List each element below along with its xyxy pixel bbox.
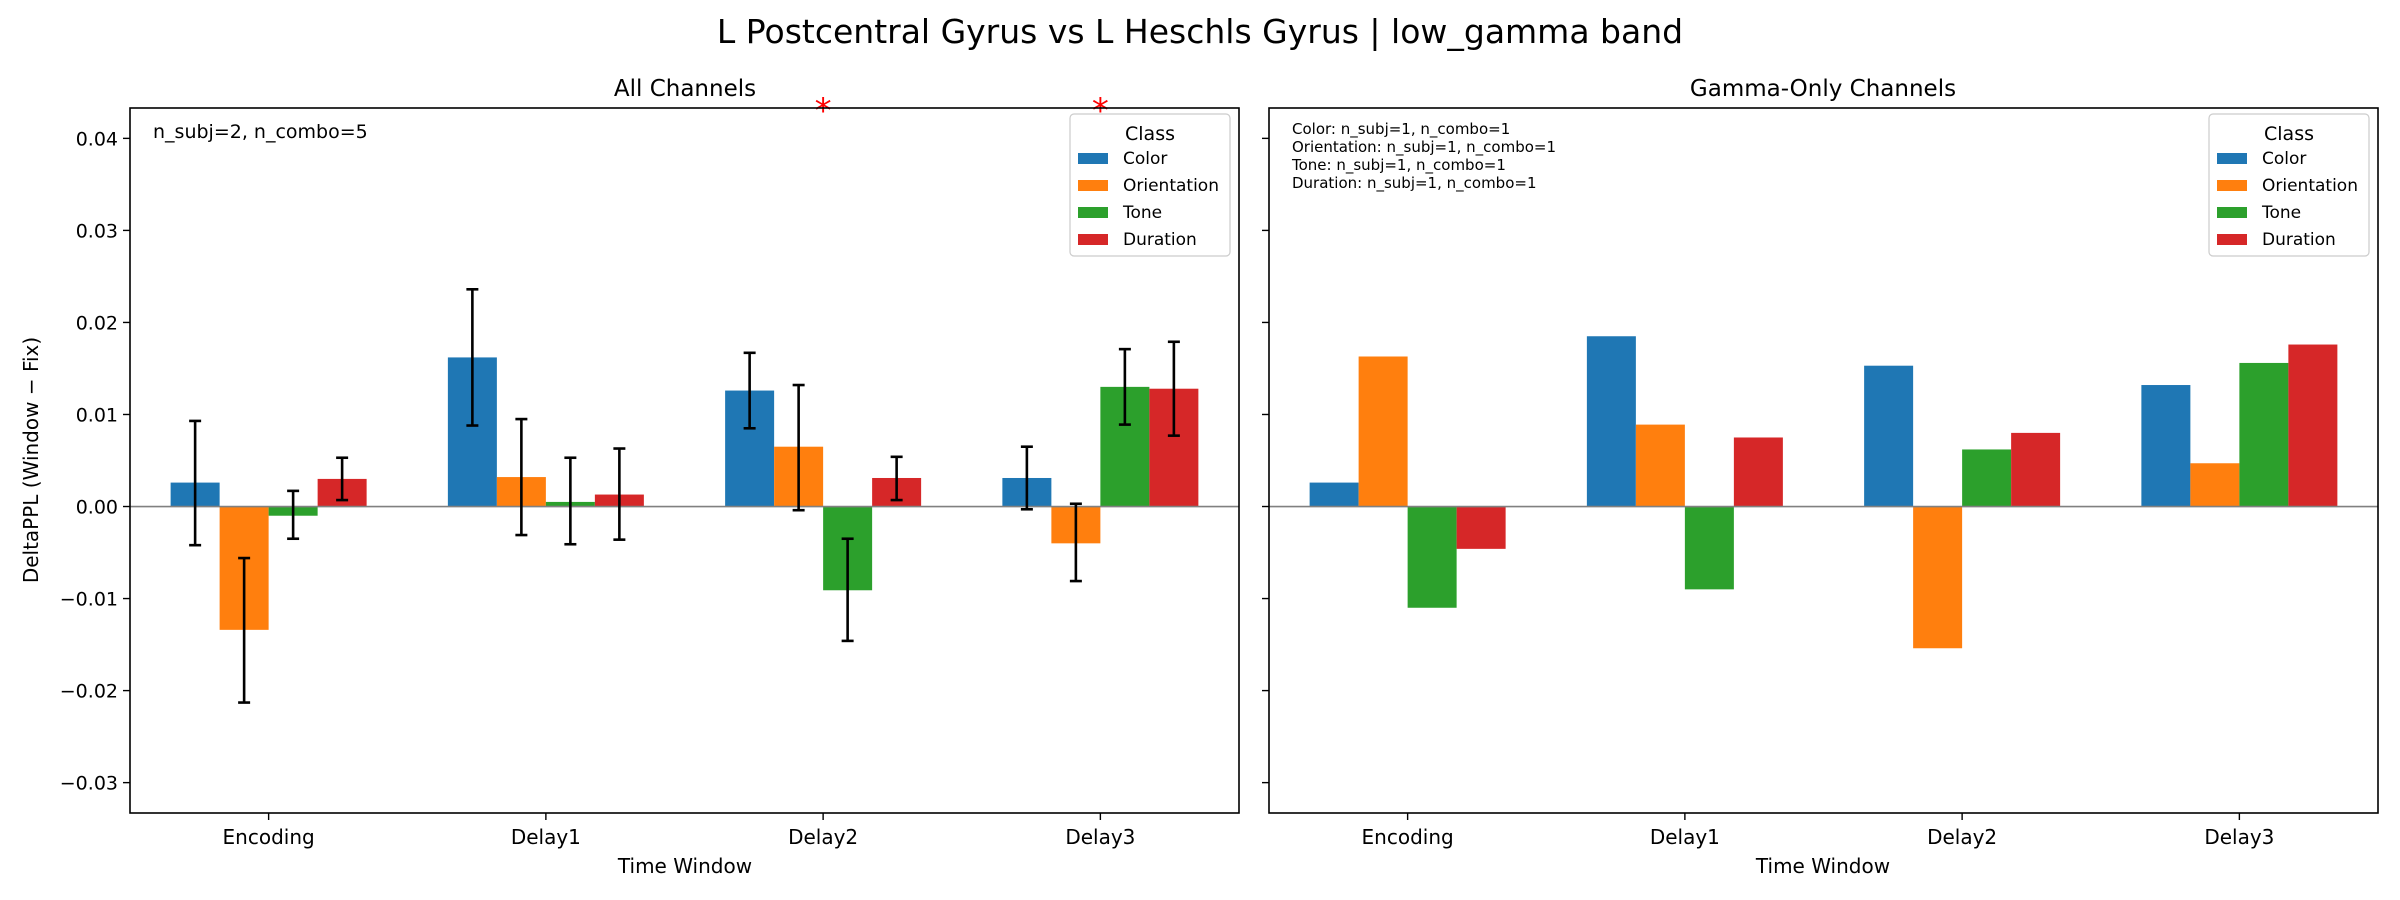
bar-color bbox=[1586, 336, 1636, 507]
x-axis-label: Time Window bbox=[617, 854, 752, 878]
significance-star: * bbox=[815, 91, 832, 131]
x-tick-label: Delay2 bbox=[788, 825, 858, 849]
panel-title: All Channels bbox=[614, 76, 756, 102]
legend-swatch bbox=[2217, 180, 2247, 191]
legend-label: Duration bbox=[1123, 230, 1197, 250]
legend-label: Tone bbox=[2261, 203, 2301, 223]
annotation-block: Color: n_subj=1, n_combo=1 Orientation: … bbox=[1291, 120, 1556, 193]
y-axis-label: DeltaPPL (Window − Fix) bbox=[19, 337, 43, 583]
legend-swatch bbox=[1078, 234, 1108, 245]
x-axis-label: Time Window bbox=[1755, 854, 1890, 878]
bar-duration bbox=[1733, 437, 1783, 507]
x-tick-label: Encoding bbox=[223, 825, 315, 849]
legend-title: Class bbox=[1125, 123, 1175, 145]
bar-duration bbox=[1456, 506, 1506, 549]
bar-orientation bbox=[1913, 506, 1963, 649]
bar-duration bbox=[2288, 344, 2338, 507]
bar-color bbox=[1864, 365, 1914, 507]
y-tick-label: −0.02 bbox=[60, 681, 118, 703]
legend-swatch bbox=[1078, 153, 1108, 164]
annotation-line: Duration: n_subj=1, n_combo=1 bbox=[1292, 174, 1537, 193]
x-tick-label: Delay2 bbox=[1927, 825, 1997, 849]
panel-all-channels: All Channels −0.03 −0.02 −0.01 0.00 0.01 0.02… bbox=[19, 76, 1240, 878]
x-tick-label: Delay3 bbox=[1065, 825, 1135, 849]
figure-title: L Postcentral Gyrus vs L Heschls Gyrus |… bbox=[717, 12, 1683, 51]
legend: Class Color Orientation Tone Duration bbox=[2208, 113, 2370, 257]
legend: Class Color Orientation Tone Duration bbox=[1069, 113, 1231, 257]
y-tick-label: 0.02 bbox=[76, 312, 118, 334]
legend-box bbox=[1069, 113, 1231, 257]
y-tick-label: 0.00 bbox=[76, 497, 118, 519]
y-tick-label: −0.01 bbox=[60, 589, 118, 611]
legend-label: Color bbox=[1123, 149, 1167, 169]
y-tick-label: −0.03 bbox=[60, 773, 118, 795]
legend-label: Tone bbox=[1122, 203, 1162, 223]
plot-frame bbox=[129, 107, 1240, 814]
x-tick-label: Delay1 bbox=[511, 825, 581, 849]
legend-swatch bbox=[1078, 207, 1108, 218]
bar-orientation bbox=[1635, 424, 1685, 507]
bar-orientation bbox=[2190, 463, 2240, 507]
annotation-line: Orientation: n_subj=1, n_combo=1 bbox=[1292, 138, 1556, 157]
annotation-line: Tone: n_subj=1, n_combo=1 bbox=[1291, 156, 1506, 175]
x-tick-label: Encoding bbox=[1362, 825, 1454, 849]
bar-color bbox=[2141, 385, 2191, 507]
legend-label: Orientation bbox=[1123, 176, 1219, 196]
bar-tone bbox=[2239, 362, 2289, 507]
bar-orientation bbox=[1358, 356, 1408, 507]
bar-tone bbox=[1684, 506, 1734, 590]
bar-tone bbox=[1962, 449, 2012, 507]
bar-tone bbox=[1407, 506, 1457, 608]
legend-swatch bbox=[1078, 180, 1108, 191]
y-tick-label: 0.03 bbox=[76, 220, 118, 242]
x-tick-label: Delay1 bbox=[1650, 825, 1720, 849]
panel-gamma-only: Gamma-Only Channels Encoding Delay1 Delay2… bbox=[1262, 76, 2379, 878]
bar-color bbox=[1309, 482, 1359, 507]
annotation: n_subj=2, n_combo=5 bbox=[153, 121, 368, 143]
legend-label: Duration bbox=[2262, 230, 2336, 250]
y-tick-label: 0.04 bbox=[76, 128, 118, 150]
y-tick-label: 0.01 bbox=[76, 404, 118, 426]
legend-title: Class bbox=[2264, 123, 2314, 145]
plot-frame bbox=[1268, 107, 2379, 814]
legend-box bbox=[2208, 113, 2370, 257]
legend-label: Color bbox=[2262, 149, 2306, 169]
bar-duration bbox=[2011, 432, 2061, 507]
legend-swatch bbox=[2217, 207, 2247, 218]
panel-title: Gamma-Only Channels bbox=[1690, 76, 1956, 102]
legend-swatch bbox=[2217, 153, 2247, 164]
legend-label: Orientation bbox=[2262, 176, 2358, 196]
annotation-line: Color: n_subj=1, n_combo=1 bbox=[1292, 120, 1510, 139]
legend-swatch bbox=[2217, 234, 2247, 245]
x-tick-label: Delay3 bbox=[2204, 825, 2274, 849]
